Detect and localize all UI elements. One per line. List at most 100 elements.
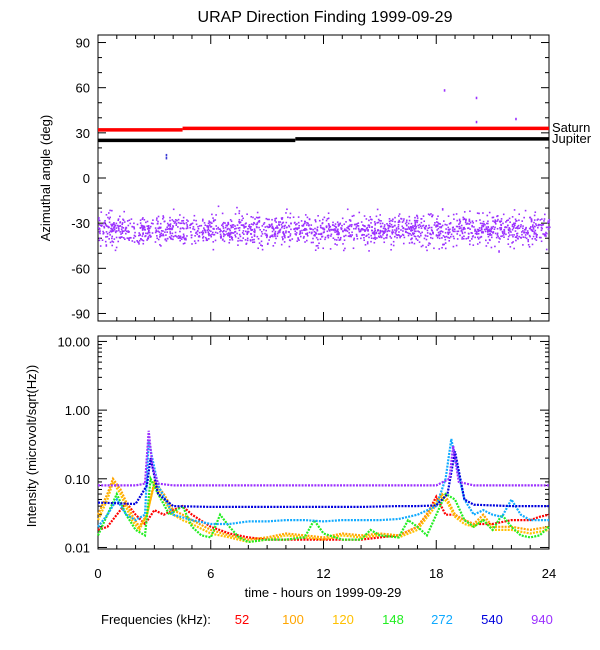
azimuth-point — [105, 236, 107, 238]
azimuth-point — [476, 228, 479, 231]
azimuth-point — [365, 227, 368, 230]
azimuth-point — [159, 235, 162, 237]
azimuth-point — [465, 218, 467, 221]
azimuth-point — [522, 236, 525, 238]
azimuth-point — [360, 228, 363, 230]
azimuth-point — [524, 236, 526, 239]
azimuth-point — [108, 226, 110, 228]
azimuth-point — [379, 232, 381, 235]
legend-entry-100: 100 — [282, 612, 304, 627]
azimuth-point — [232, 224, 235, 226]
azimuth-point — [191, 222, 194, 225]
azimuth-point — [332, 228, 335, 231]
azimuth-point — [435, 225, 438, 227]
azimuth-point — [525, 237, 528, 240]
azimuth-point — [230, 225, 233, 228]
azimuth-point — [180, 238, 183, 240]
azimuth-point — [321, 236, 323, 238]
azimuth-point — [523, 216, 525, 219]
azimuth-point — [531, 237, 534, 240]
azimuth-point — [411, 226, 413, 229]
azimuth-point — [271, 223, 273, 225]
azimuth-point — [462, 216, 465, 219]
azimuth-point — [225, 230, 227, 233]
azimuth-point — [456, 233, 459, 235]
azimuth-point — [211, 233, 213, 236]
azimuth-point — [139, 233, 141, 236]
azimuth-point — [519, 225, 522, 228]
azimuth-point — [219, 230, 221, 233]
azimuth-point — [439, 230, 442, 233]
azimuth-point — [427, 244, 430, 247]
azimuth-point — [127, 231, 130, 233]
azimuth-point — [306, 216, 309, 219]
azimuth-point — [251, 236, 253, 239]
azimuth-point — [280, 223, 283, 226]
azimuth-point — [170, 237, 172, 240]
azimuth-point — [388, 225, 390, 228]
azimuth-point — [266, 218, 269, 221]
azimuth-point — [260, 244, 262, 246]
azimuth-point — [436, 224, 439, 226]
azimuth-point — [547, 220, 550, 223]
azimuth-y-tick-label: -30 — [71, 216, 90, 231]
azimuth-point — [279, 229, 281, 231]
azimuth-point — [234, 230, 237, 233]
azimuth-point — [506, 219, 508, 222]
azimuth-point — [471, 220, 474, 222]
azimuth-point — [544, 233, 546, 235]
azimuth-point — [339, 222, 342, 225]
azimuth-point — [253, 238, 255, 241]
azimuth-point — [504, 226, 506, 229]
azimuth-point — [534, 232, 537, 235]
azimuth-point — [489, 234, 491, 236]
azimuth-point — [496, 215, 499, 217]
azimuth-point — [442, 243, 444, 246]
azimuth-point — [403, 236, 406, 239]
azimuth-point — [384, 227, 387, 230]
azimuth-point — [230, 226, 233, 229]
azimuth-point — [478, 227, 481, 229]
azimuth-point — [304, 222, 306, 225]
azimuth-point — [458, 225, 461, 228]
azimuth-point — [260, 230, 263, 233]
azimuth-point — [501, 232, 504, 234]
azimuth-point — [336, 229, 339, 232]
azimuth-point — [162, 233, 164, 236]
azimuth-point — [467, 236, 470, 238]
azimuth-point — [123, 221, 126, 223]
azimuth-point — [209, 224, 211, 226]
azimuth-point — [111, 209, 113, 212]
azimuth-point — [172, 235, 175, 238]
azimuth-point — [274, 233, 277, 236]
azimuth-point — [405, 228, 408, 231]
azimuth-point — [141, 235, 144, 237]
azimuth-point — [181, 227, 184, 229]
azimuth-point — [327, 236, 330, 239]
azimuth-point — [520, 231, 523, 233]
azimuth-point — [498, 241, 500, 243]
azimuth-point — [547, 226, 550, 229]
azimuth-point — [274, 242, 276, 244]
azimuth-point — [179, 222, 182, 225]
azimuth-point — [190, 223, 193, 225]
azimuth-point — [475, 220, 478, 222]
azimuth-point — [477, 232, 480, 235]
azimuth-point — [111, 224, 114, 227]
azimuth-point — [299, 232, 302, 235]
azimuth-point — [524, 228, 527, 231]
azimuth-point — [522, 230, 524, 232]
azimuth-point — [453, 237, 455, 240]
azimuth-point — [249, 233, 252, 235]
azimuth-point — [241, 239, 243, 242]
azimuth-point — [195, 223, 198, 226]
azimuth-point — [253, 230, 255, 233]
azimuth-point — [474, 236, 476, 239]
azimuth-point — [468, 220, 471, 222]
azimuth-point — [242, 217, 244, 220]
azimuth-point — [220, 230, 222, 232]
azimuth-point — [511, 234, 513, 236]
azimuth-point — [328, 228, 330, 230]
azimuth-point — [350, 235, 353, 238]
azimuth-outlier-point — [165, 153, 168, 157]
